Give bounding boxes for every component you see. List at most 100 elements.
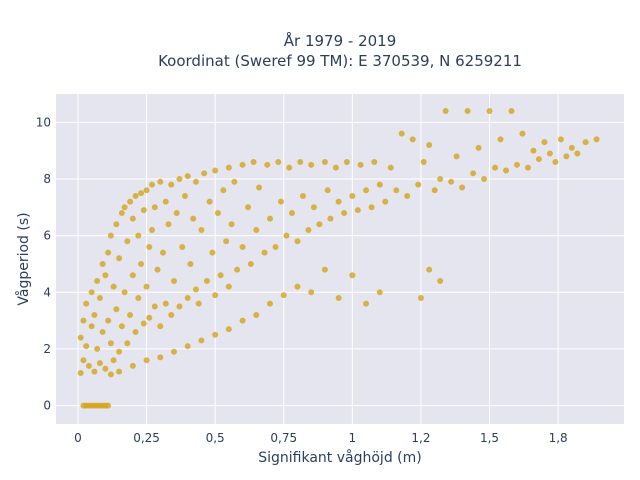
data-point-0-129 xyxy=(332,164,339,171)
data-point-0-159 xyxy=(486,107,493,114)
data-point-0-64 xyxy=(151,204,158,211)
data-point-0-182 xyxy=(363,300,370,307)
data-point-0-42 xyxy=(121,204,128,211)
data-point-0-141 xyxy=(387,164,394,171)
data-point-0-82 xyxy=(187,260,194,267)
data-point-0-85 xyxy=(192,178,199,185)
data-point-0-29 xyxy=(105,317,112,324)
data-point-0-38 xyxy=(116,255,123,262)
data-point-0-137 xyxy=(368,204,375,211)
data-point-0-90 xyxy=(206,198,213,205)
data-point-0-78 xyxy=(179,243,186,250)
data-point-0-147 xyxy=(420,158,427,165)
chart-title-line-1: År 1979 - 2019 xyxy=(284,31,397,50)
data-point-0-151 xyxy=(442,107,449,114)
data-point-0-138 xyxy=(371,158,378,165)
data-point-0-122 xyxy=(305,226,312,233)
data-point-0-174 xyxy=(568,144,575,151)
data-point-0-45 xyxy=(127,311,134,318)
data-point-0-57 xyxy=(143,283,150,290)
data-point-0-89 xyxy=(203,277,210,284)
data-point-0-50 xyxy=(132,192,139,199)
data-point-0-114 xyxy=(275,158,282,165)
data-point-0-115 xyxy=(278,198,285,205)
data-point-0-130 xyxy=(335,198,342,205)
grid-lines xyxy=(56,94,624,424)
data-point-0-175 xyxy=(574,150,581,157)
data-point-0-183 xyxy=(349,272,356,279)
data-point-0-176 xyxy=(582,139,589,146)
data-point-0-136 xyxy=(363,187,370,194)
data-point-0-168 xyxy=(535,156,542,163)
data-point-0-30 xyxy=(105,249,112,256)
data-point-0-198 xyxy=(143,357,150,364)
data-point-0-55 xyxy=(140,320,147,327)
y-tick-label-4: 8 xyxy=(43,172,51,186)
data-point-0-201 xyxy=(107,371,114,378)
data-point-0-161 xyxy=(497,136,504,143)
data-point-0-48 xyxy=(129,215,136,222)
data-point-0-100 xyxy=(228,221,235,228)
data-point-0-26 xyxy=(99,260,106,267)
data-point-0-112 xyxy=(267,215,274,222)
data-point-0-14 xyxy=(83,343,90,350)
data-point-0-17 xyxy=(88,323,95,330)
data-point-0-71 xyxy=(165,221,172,228)
data-point-0-12 xyxy=(77,334,84,341)
data-point-0-153 xyxy=(453,153,460,160)
data-point-0-99 xyxy=(225,164,232,171)
data-point-0-77 xyxy=(176,175,183,182)
data-point-0-113 xyxy=(272,243,279,250)
data-point-0-124 xyxy=(310,204,317,211)
data-point-0-51 xyxy=(135,294,142,301)
data-point-0-188 xyxy=(280,292,287,299)
data-point-0-165 xyxy=(519,130,526,137)
data-point-0-158 xyxy=(481,175,488,182)
data-point-0-61 xyxy=(149,226,156,233)
x-tick-label-0: 0 xyxy=(74,431,82,445)
data-point-0-134 xyxy=(354,207,361,214)
data-point-0-20 xyxy=(91,311,98,318)
data-point-0-44 xyxy=(124,238,131,245)
data-point-0-24 xyxy=(96,294,103,301)
data-point-0-28 xyxy=(102,272,109,279)
y-axis-title: Vågperiod (s) xyxy=(15,212,32,305)
data-point-0-80 xyxy=(184,294,191,301)
data-point-0-179 xyxy=(437,277,444,284)
data-point-0-105 xyxy=(245,204,252,211)
data-point-0-177 xyxy=(593,136,600,143)
data-point-0-21 xyxy=(94,345,101,352)
data-point-0-74 xyxy=(170,277,177,284)
data-point-0-65 xyxy=(154,266,161,273)
y-tick-label-5: 10 xyxy=(36,115,51,129)
data-point-0-47 xyxy=(129,272,136,279)
data-point-0-95 xyxy=(217,272,224,279)
data-point-0-180 xyxy=(417,294,424,301)
data-point-0-106 xyxy=(247,260,254,267)
data-point-0-193 xyxy=(212,331,219,338)
data-point-0-154 xyxy=(459,184,466,191)
data-point-0-27 xyxy=(102,365,109,372)
data-point-0-37 xyxy=(116,348,123,355)
data-point-0-173 xyxy=(563,153,570,160)
data-point-0-109 xyxy=(256,184,263,191)
data-point-0-19 xyxy=(91,368,98,375)
data-point-0-127 xyxy=(324,187,331,194)
data-point-0-162 xyxy=(503,167,510,174)
data-point-0-185 xyxy=(321,266,328,273)
y-tick-label-1: 2 xyxy=(43,342,51,356)
data-point-0-59 xyxy=(146,314,153,321)
x-axis-title: Signifikant våghöjd (m) xyxy=(258,449,421,466)
data-point-0-25 xyxy=(99,328,106,335)
x-tick-label-3: 0,75 xyxy=(270,431,297,445)
data-point-0-117 xyxy=(286,164,293,171)
data-point-0-190 xyxy=(253,311,260,318)
data-point-0-144 xyxy=(404,192,411,199)
y-tick-label-0: 0 xyxy=(43,399,51,413)
y-tick-label-3: 6 xyxy=(43,229,51,243)
data-point-0-10 xyxy=(77,370,84,377)
data-point-0-31 xyxy=(107,340,114,347)
data-point-0-49 xyxy=(132,328,139,335)
